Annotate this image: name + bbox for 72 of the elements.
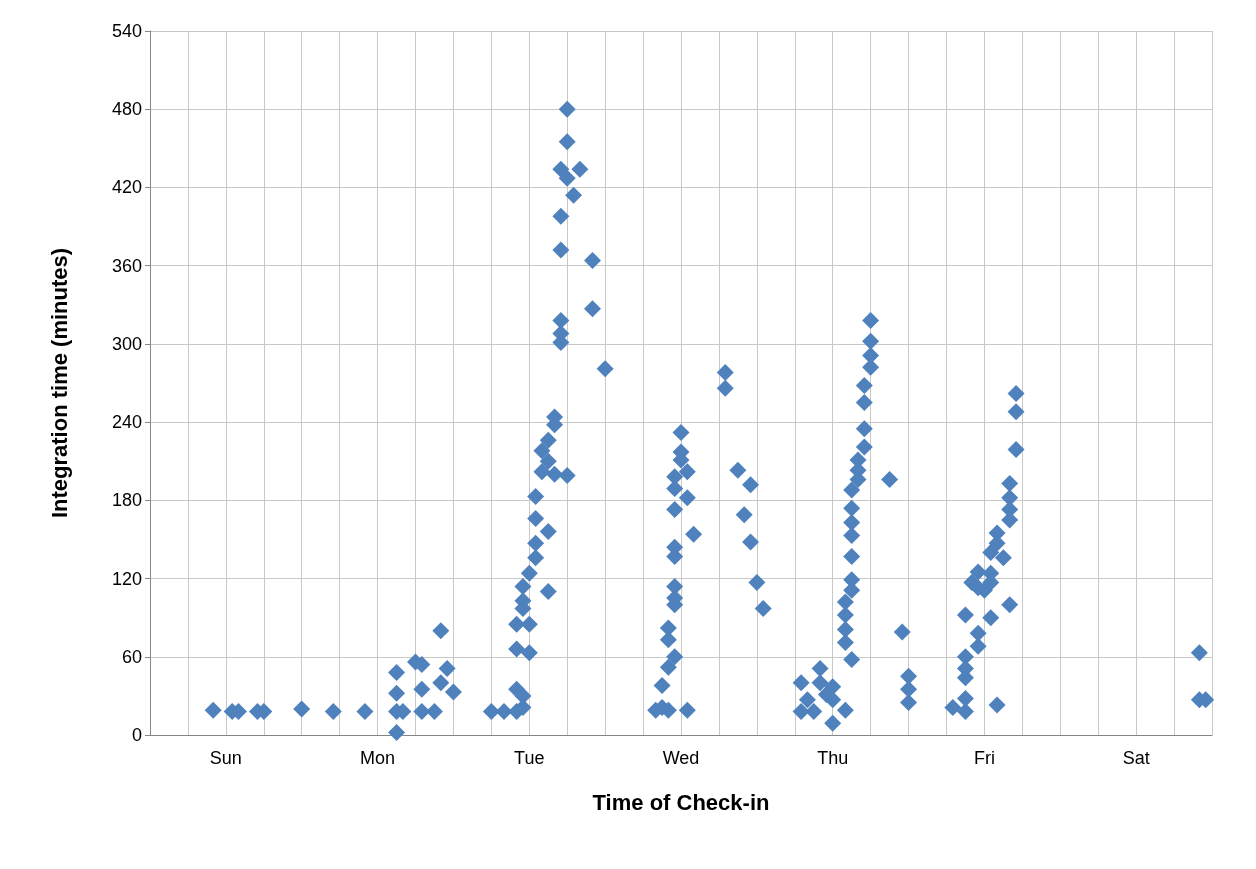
point: [666, 648, 684, 666]
point: [843, 650, 861, 668]
point: [527, 510, 545, 528]
point: [900, 680, 918, 698]
point: [843, 547, 861, 565]
y-tick-label: 540: [111, 21, 142, 41]
x-tick-label: Thu: [817, 748, 849, 768]
point: [824, 714, 842, 732]
x-tick-label: Tue: [514, 748, 545, 768]
point: [843, 514, 861, 531]
point: [742, 533, 760, 551]
point: [527, 549, 545, 567]
x-axis-title: Time of Check-in: [592, 789, 770, 815]
point: [388, 684, 406, 702]
point: [1007, 403, 1025, 421]
point: [666, 500, 684, 518]
point: [388, 723, 406, 741]
point: [508, 640, 526, 658]
point: [843, 527, 861, 545]
point: [539, 583, 557, 601]
point: [982, 609, 1000, 627]
y-tick-label: 60: [121, 646, 142, 667]
x-tick-label: Fri: [973, 748, 995, 768]
point: [988, 696, 1006, 714]
point: [836, 620, 854, 638]
point: [836, 701, 854, 719]
point: [552, 207, 570, 225]
point: [900, 693, 918, 711]
point: [659, 658, 677, 676]
point: [716, 379, 734, 397]
point: [678, 489, 696, 507]
y-tick-label: 180: [111, 490, 142, 511]
point: [836, 606, 854, 624]
y-tick-label: 0: [131, 725, 142, 745]
x-tick-label: Mon: [360, 748, 396, 768]
point: [855, 394, 873, 412]
point: [552, 241, 570, 259]
point: [527, 534, 545, 552]
point: [520, 644, 538, 662]
point: [862, 332, 880, 350]
point: [546, 465, 564, 483]
y-tick-label: 300: [111, 333, 142, 354]
y-tick-label: 120: [111, 568, 142, 589]
point: [678, 701, 696, 719]
point: [1007, 440, 1025, 458]
point: [792, 703, 810, 721]
y-tick-label: 360: [111, 255, 142, 276]
point: [956, 690, 974, 707]
y-tick-label: 420: [111, 177, 142, 198]
point: [533, 463, 551, 481]
y-tick-label: 480: [111, 99, 142, 120]
x-tick-label: Sun: [209, 748, 242, 768]
point: [539, 523, 557, 541]
point: [956, 703, 974, 721]
point: [432, 674, 450, 692]
point: [1001, 596, 1019, 614]
point: [969, 624, 987, 642]
point: [811, 674, 829, 692]
y-tick-label: 240: [111, 412, 142, 433]
point: [552, 311, 570, 329]
point: [855, 420, 873, 438]
point: [558, 133, 576, 151]
point: [558, 467, 576, 485]
x-tick-label: Sat: [1122, 748, 1150, 768]
point: [413, 680, 431, 698]
y-axis-title: Integration time (minutes): [46, 247, 72, 519]
point: [539, 452, 557, 470]
x-tick-label: Wed: [662, 748, 700, 768]
point: [584, 300, 601, 318]
point: [843, 499, 861, 517]
point: [855, 438, 873, 456]
point: [969, 637, 987, 655]
